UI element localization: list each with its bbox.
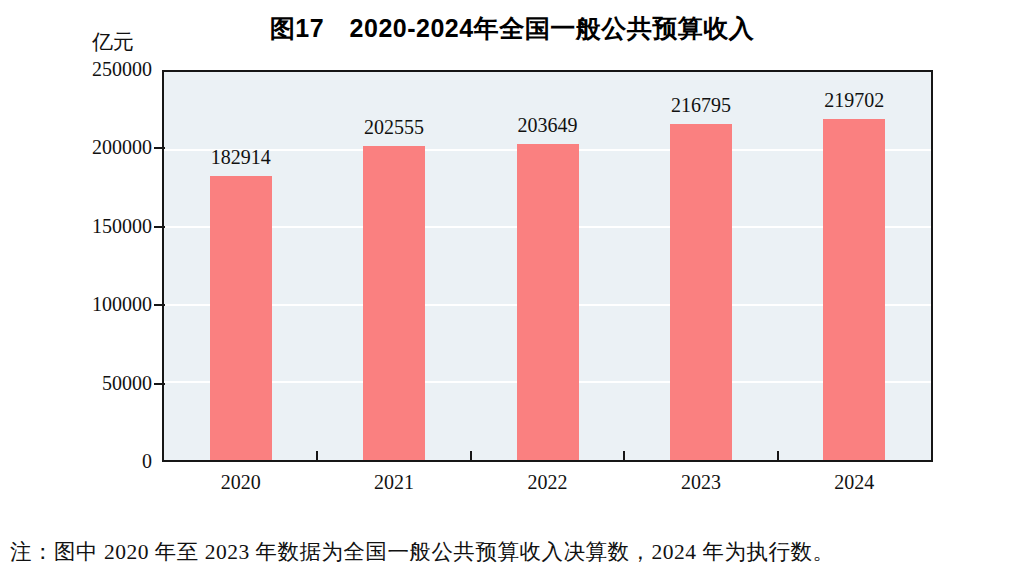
bar-2022 — [517, 144, 579, 460]
y-axis-tick — [154, 383, 165, 385]
x-axis-tick — [623, 451, 625, 460]
bar-value-label-2021: 202555 — [334, 116, 454, 139]
x-axis-label-2024: 2024 — [794, 471, 914, 494]
y-axis-tick — [154, 226, 165, 228]
y-axis-tick-label-250000: 250000 — [62, 58, 152, 81]
bar-value-label-2024: 219702 — [794, 89, 914, 112]
x-axis-tick — [316, 451, 318, 460]
bar-2020 — [210, 176, 272, 460]
x-axis-tick — [777, 451, 779, 460]
y-axis-tick — [154, 147, 165, 149]
chart-title: 图17 2020-2024年全国一般公共预算收入 — [0, 12, 1024, 45]
x-axis-label-2022: 2022 — [488, 471, 608, 494]
bar-2021 — [363, 146, 425, 460]
x-axis-label-2021: 2021 — [334, 471, 454, 494]
x-axis-label-2020: 2020 — [181, 471, 301, 494]
bar-2023 — [670, 124, 732, 460]
x-axis-tick — [470, 451, 472, 460]
plot-area: 182914 202555 203649 216795 219702 — [162, 70, 933, 462]
x-axis-label-2023: 2023 — [641, 471, 761, 494]
bar-value-label-2022: 203649 — [488, 114, 608, 137]
bar-value-label-2020: 182914 — [181, 146, 301, 169]
figure-container: 图17 2020-2024年全国一般公共预算收入 亿元 182914 202555… — [0, 0, 1024, 581]
y-axis-tick-label-200000: 200000 — [62, 136, 152, 159]
y-axis-tick-label-50000: 50000 — [62, 372, 152, 395]
footnote: 注：图中 2020 年至 2023 年数据为全国一般公共预算收入决算数，2024… — [10, 537, 1018, 566]
y-axis-tick-label-100000: 100000 — [62, 293, 152, 316]
bar-2024 — [823, 119, 885, 460]
y-axis-tick-label-150000: 150000 — [62, 215, 152, 238]
y-axis-tick-label-0: 0 — [62, 450, 152, 473]
y-axis-tick — [154, 304, 165, 306]
y-axis-unit-label: 亿元 — [92, 28, 134, 56]
bar-value-label-2023: 216795 — [641, 94, 761, 117]
